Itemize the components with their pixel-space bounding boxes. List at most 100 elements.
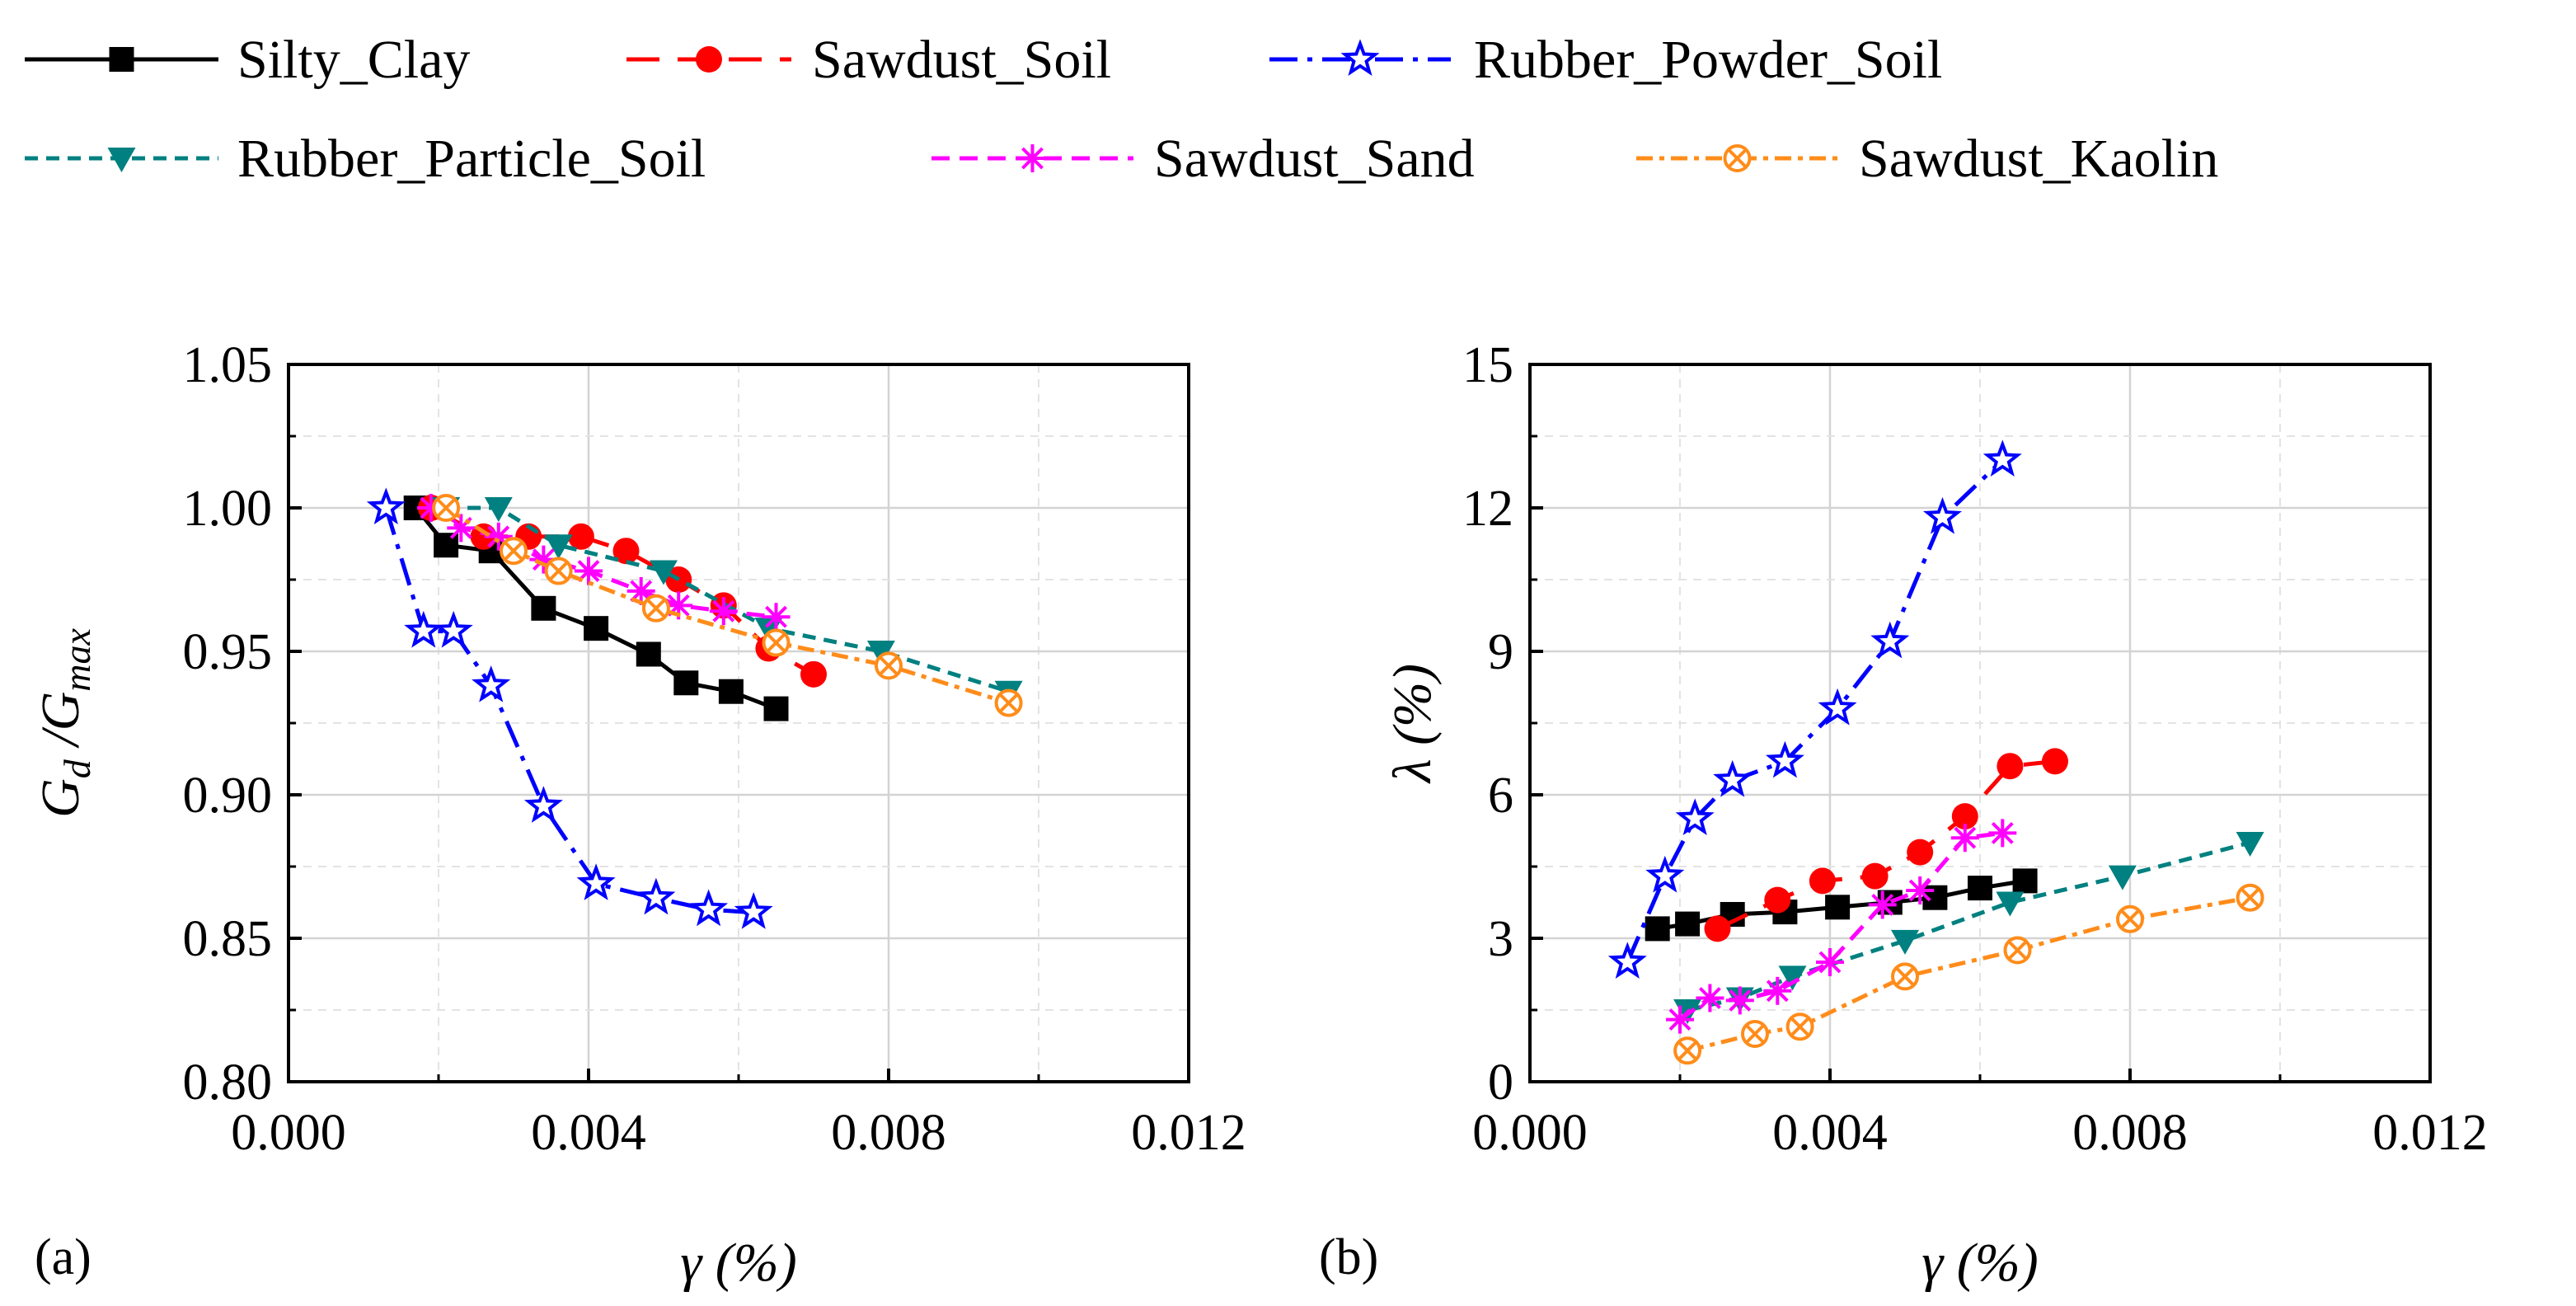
y-axis-label-subscript: d (56, 759, 98, 778)
series-rubber-powder-soil (1607, 439, 2022, 980)
y-tick-label: 3 (1488, 911, 1513, 967)
data-point-sawdust-kaolin (544, 557, 573, 585)
y-axis-label-subscript: max (56, 628, 98, 692)
data-point-sawdust-soil (1809, 867, 1836, 895)
series-group (1607, 439, 2264, 1065)
data-point-silty-clay (1968, 876, 1992, 901)
data-point-sawdust-kaolin (2236, 883, 2264, 912)
data-point-silty-clay (2012, 868, 2038, 894)
data-point-silty-clay (1675, 911, 1701, 937)
x-axis-label: γ (%) (1921, 1233, 2038, 1293)
data-point-sawdust-kaolin (2116, 904, 2144, 933)
data-point-silty-clay (1645, 916, 1670, 942)
series-sawdust-kaolin (1673, 883, 2264, 1065)
data-point-rubber-particle-soil (2108, 865, 2137, 890)
series-group (366, 487, 1023, 929)
legend-item-rubber-powder-soil: Rubber_Powder_Soil (1269, 30, 1942, 90)
data-point-sawdust-kaolin (2003, 936, 2032, 965)
data-point-sawdust-kaolin (641, 594, 670, 622)
legend-label: Sawdust_Sand (1154, 129, 1475, 189)
data-point-rubber-particle-soil (866, 641, 895, 665)
data-point-rubber-particle-soil (1996, 891, 2025, 917)
legend: Silty_Clay Sawdust_Soil Rubber_Powder_Soil… (25, 30, 2218, 189)
x-axis-label: γ (%) (680, 1233, 796, 1293)
legend-item-silty-clay: Silty_Clay (25, 30, 470, 90)
data-point-silty-clay (673, 670, 699, 696)
data-point-rubber-powder-soil (366, 487, 406, 525)
data-point-sawdust-soil (1951, 803, 1978, 830)
y-tick-label: 1.05 (183, 337, 273, 393)
data-point-rubber-powder-soil (1645, 855, 1685, 893)
data-point-silty-clay (636, 641, 661, 667)
data-point-rubber-particle-soil (1891, 929, 1919, 955)
data-point-rubber-powder-soil (523, 786, 563, 823)
legend-label: Rubber_Powder_Soil (1474, 30, 1942, 90)
series-line-sawdust-kaolin (1687, 895, 2251, 1053)
series-silty-clay (403, 496, 789, 721)
legend-item-rubber-particle-soil: Rubber_Particle_Soil (25, 129, 706, 189)
panel-a-chart: 0.000 0.004 0.008 0.012 0.80 0.85 0.90 0.95 1.00… (30, 337, 1246, 1293)
data-point-sawdust-sand (1763, 976, 1792, 1005)
data-point-rubber-powder-soil (1607, 942, 1647, 980)
series-sawdust-soil (1704, 748, 2068, 942)
legend-marker-square-icon (109, 47, 134, 72)
y-axis-label-part: G (30, 778, 91, 818)
data-point-silty-clay (718, 679, 744, 704)
data-point-sawdust-kaolin (994, 688, 1023, 717)
series-sawdust-soil (417, 495, 827, 688)
data-point-sawdust-kaolin (1785, 1012, 1814, 1041)
x-tick-label: 0.012 (1131, 1105, 1246, 1161)
data-point-rubber-powder-soil (734, 892, 773, 929)
y-tick-label: 6 (1488, 768, 1513, 824)
x-tick-label: 0.000 (231, 1105, 346, 1161)
panel-label: (b) (1319, 1229, 1378, 1285)
data-point-sawdust-sand (1906, 876, 1935, 904)
axis-ticks: 0.000 0.004 0.008 0.012 0 3 6 9 12 15 (1462, 337, 2488, 1161)
data-point-sawdust-kaolin (500, 537, 528, 566)
data-point-sawdust-kaolin (762, 628, 791, 657)
legend-label: Sawdust_Soil (812, 30, 1111, 90)
data-point-sawdust-soil (567, 523, 594, 550)
data-point-rubber-powder-soil (636, 877, 676, 915)
data-point-sawdust-kaolin (1673, 1036, 1702, 1065)
data-point-sawdust-soil (1764, 886, 1791, 914)
data-point-sawdust-sand (762, 603, 791, 632)
y-tick-label: 1.00 (183, 481, 273, 537)
data-point-rubber-powder-soil (1675, 798, 1715, 836)
data-point-sawdust-soil (1861, 862, 1889, 890)
data-point-sawdust-soil (1997, 753, 2024, 780)
data-point-rubber-powder-soil (404, 610, 443, 648)
legend-item-sawdust-sand: Sawdust_Sand (931, 129, 1475, 189)
grid (1528, 363, 2432, 1083)
y-axis-label: λ (%) (1382, 664, 1443, 784)
x-tick-label: 0.012 (2372, 1105, 2488, 1161)
data-point-silty-clay (584, 616, 609, 641)
y-tick-label: 0.80 (183, 1055, 273, 1111)
y-tick-label: 0.90 (183, 768, 273, 824)
y-axis-label-part: /G (30, 692, 91, 760)
legend-label: Silty_Clay (237, 30, 470, 90)
legend-marker-circle-icon (696, 46, 722, 73)
axis-ticks: 0.000 0.004 0.008 0.012 0.80 0.85 0.90 0.95 1.00… (183, 337, 1246, 1161)
legend-marker-triangle-down-icon (107, 148, 136, 172)
legend-item-sawdust-kaolin: Sawdust_Kaolin (1636, 129, 2218, 189)
data-point-rubber-particle-soil (650, 560, 678, 585)
legend-label: Sawdust_Kaolin (1859, 129, 2218, 189)
data-point-rubber-powder-soil (1713, 759, 1753, 797)
data-point-silty-clay (1825, 895, 1851, 920)
legend-item-sawdust-soil: Sawdust_Soil (626, 30, 1111, 90)
data-point-rubber-powder-soil (434, 610, 473, 648)
legend-marker-circle-x-icon (1723, 144, 1752, 172)
data-point-rubber-powder-soil (689, 889, 729, 927)
data-point-sawdust-sand (1816, 948, 1844, 976)
legend-marker-star-open-icon (1340, 39, 1380, 77)
x-tick-label: 0.008 (2072, 1105, 2188, 1161)
data-point-sawdust-sand (1696, 984, 1724, 1012)
data-point-silty-clay (531, 595, 556, 621)
y-tick-label: 12 (1462, 481, 1513, 537)
data-point-sawdust-sand (575, 557, 603, 585)
y-tick-label: 15 (1462, 337, 1513, 393)
data-point-rubber-powder-soil (472, 665, 511, 702)
data-point-rubber-particle-soil (2236, 832, 2264, 857)
data-point-sawdust-sand (1868, 890, 1897, 919)
